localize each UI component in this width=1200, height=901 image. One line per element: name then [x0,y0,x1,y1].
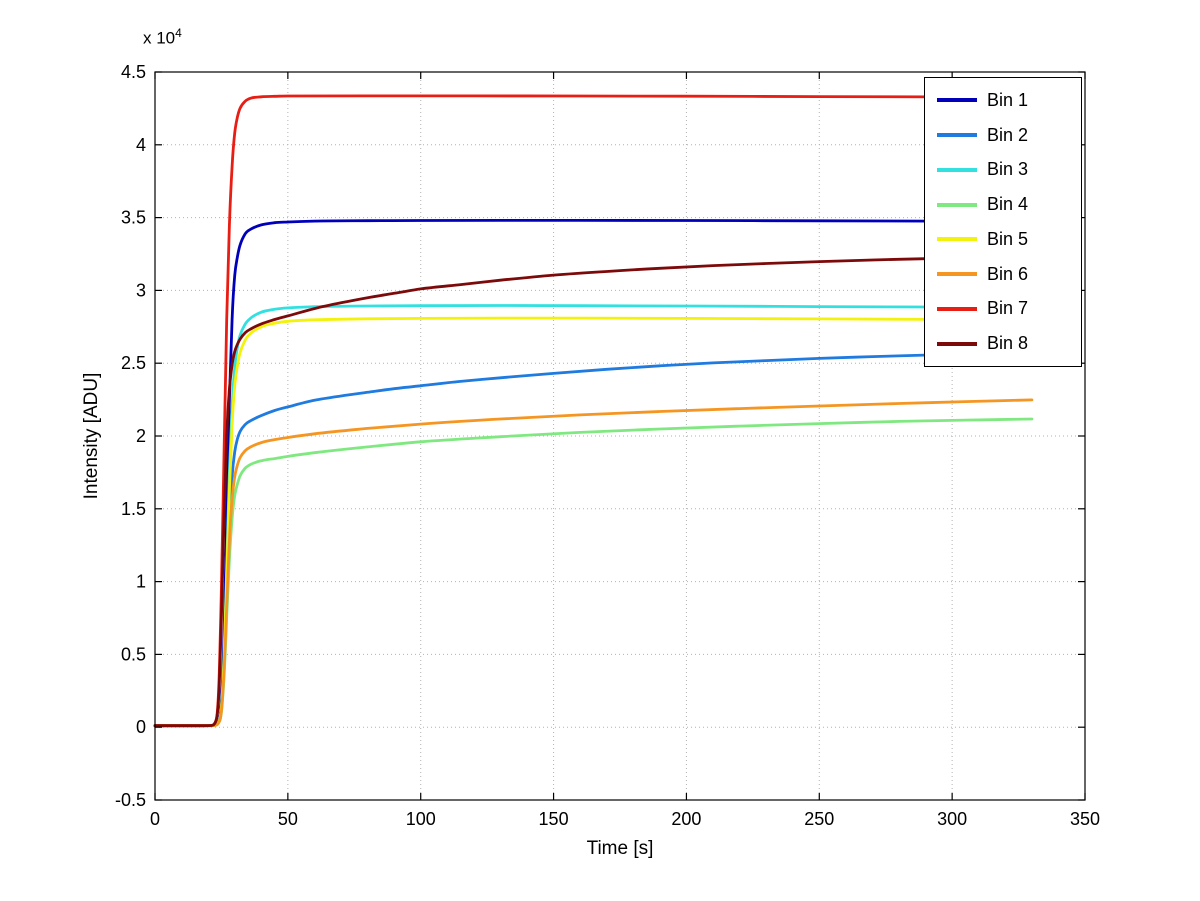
y-exponent-base: x 10 [143,28,176,48]
legend-entry-bin-7: Bin 7 [925,298,1081,319]
series-line-bin-6 [153,398,1034,728]
y-tick-label: 2 [136,426,146,446]
x-tick-label: 350 [1070,809,1100,829]
y-axis-exponent: x 104 [143,26,182,49]
series-line-bin-2 [153,353,935,728]
legend-line-sample [937,133,977,138]
y-tick-label: 2.5 [121,353,146,373]
series-line-bin-5 [153,316,935,728]
y-tick-label: 1.5 [121,499,146,519]
y-tick-label: 4.5 [121,62,146,82]
x-tick-label: 200 [671,809,701,829]
legend-entry-bin-3: Bin 3 [925,159,1081,180]
y-tick-label: 3.5 [121,208,146,228]
series-line-bin-1 [153,218,935,728]
y-tick-label: 0.5 [121,644,146,664]
y-tick-label: -0.5 [115,790,146,810]
series-line-bin-8 [153,255,1034,728]
legend-label: Bin 5 [987,228,1029,249]
y-exponent-power: 4 [175,26,182,40]
x-tick-label: 50 [278,809,298,829]
series-line-bin-3 [153,304,935,728]
x-tick-label: 150 [539,809,569,829]
legend-label: Bin 1 [987,89,1029,110]
x-tick-label: 300 [937,809,967,829]
legend-line-sample [937,237,977,242]
x-tick-label: 100 [406,809,436,829]
y-tick-label: 3 [136,280,146,300]
legend-entry-bin-6: Bin 6 [925,264,1081,285]
legend-entry-bin-1: Bin 1 [925,90,1081,111]
legend-entry-bin-4: Bin 4 [925,194,1081,215]
legend-label: Bin 4 [987,194,1029,215]
legend-entry-bin-8: Bin 8 [925,333,1081,354]
legend-line-sample [937,272,977,277]
legend-entry-bin-2: Bin 2 [925,125,1081,146]
y-axis-label: Intensity [ADU] [81,372,102,500]
y-tick-label: 4 [136,135,146,155]
y-tick-label: 1 [136,572,146,592]
legend-line-sample [937,98,977,103]
legend-line-sample [937,202,977,207]
legend-label: Bin 8 [987,333,1029,354]
x-axis-label: Time [s] [586,838,654,859]
legend-label: Bin 2 [987,124,1029,145]
legend-line-sample [937,341,977,346]
series-line-bin-4 [153,417,1034,728]
legend-entry-bin-5: Bin 5 [925,229,1081,250]
legend-label: Bin 6 [987,263,1029,284]
legend-line-sample [937,306,977,311]
legend-label: Bin 7 [987,298,1029,319]
x-tick-label: 250 [804,809,834,829]
legend: Bin 1 Bin 2 Bin 3 Bin 4 Bin 5 Bin 6 Bin 7 Bin 8 [924,77,1082,367]
legend-line-sample [937,167,977,172]
x-tick-label: 0 [150,809,160,829]
y-tick-label: 0 [136,717,146,737]
legend-label: Bin 3 [987,159,1029,180]
